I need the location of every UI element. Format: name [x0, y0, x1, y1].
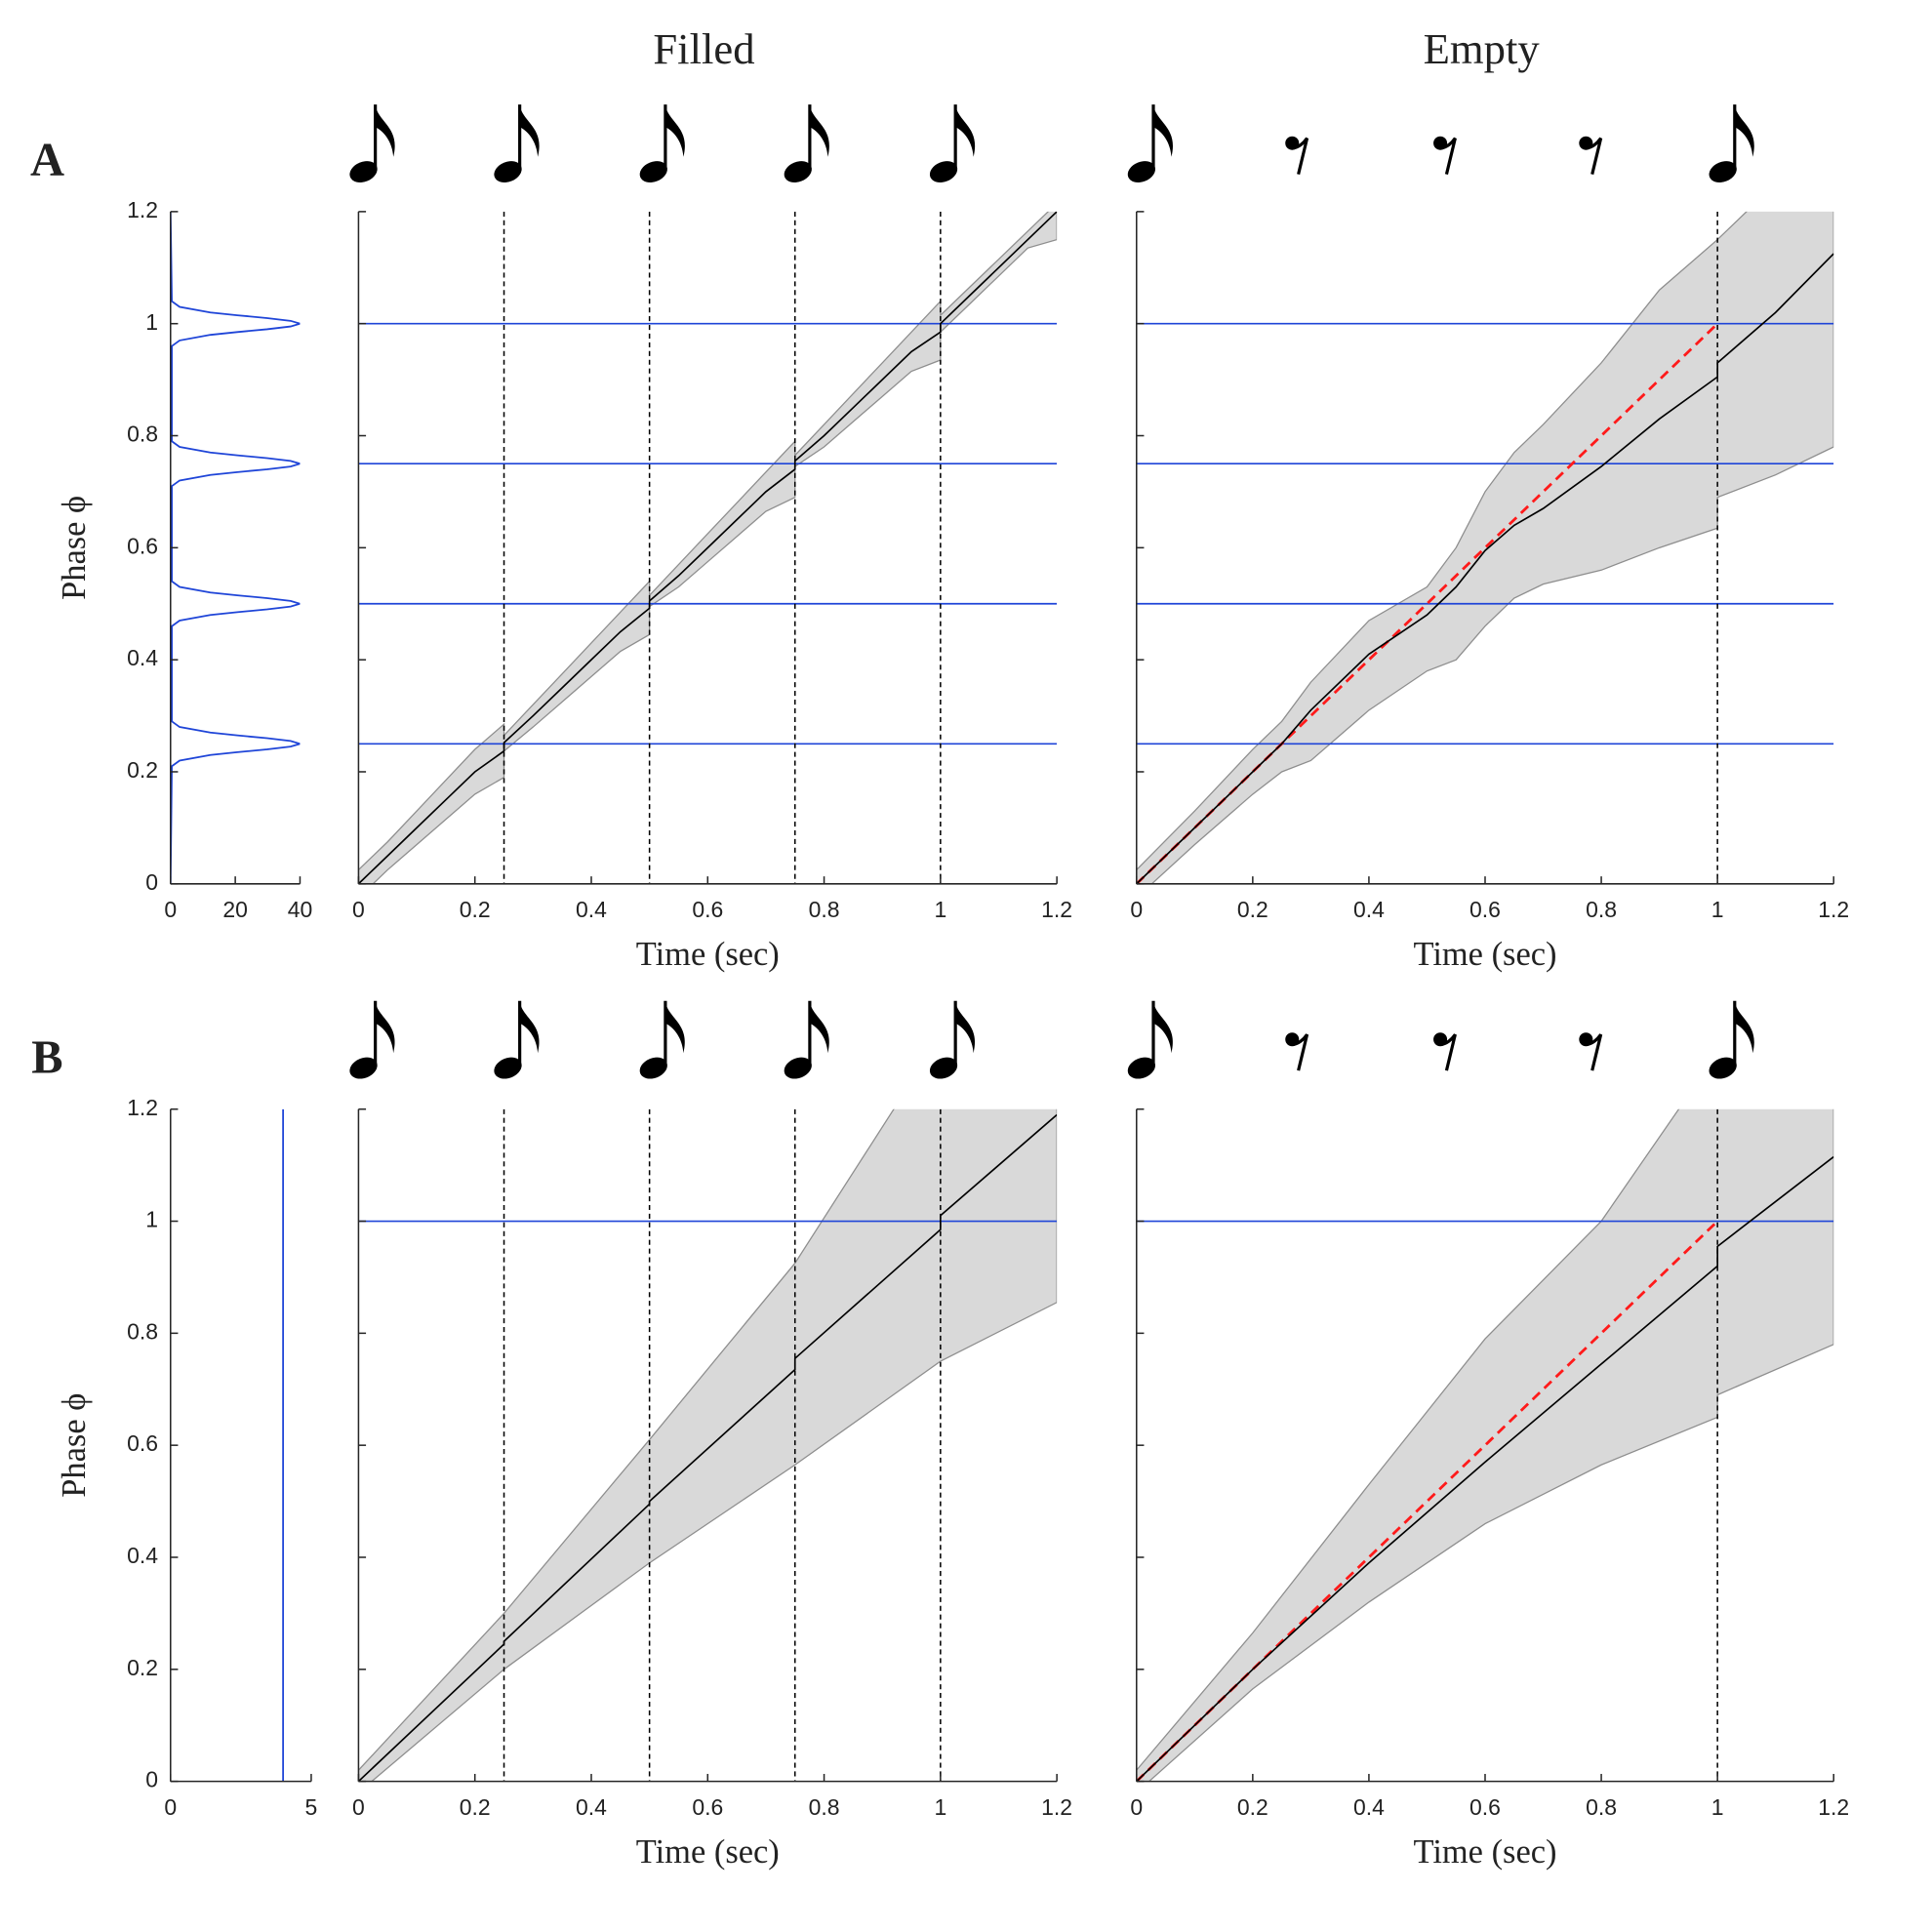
x-tick-label: 0.4 [1353, 897, 1385, 922]
chart: 0 0.2 0.4 0.6 0.8 1 1.2 Time (sec) [352, 1107, 1072, 1871]
note-icon [489, 999, 542, 1085]
y-tick-label: 0.8 [127, 422, 158, 447]
x-tick-label: 0.4 [576, 897, 607, 922]
y-tick-label: 1 [145, 309, 158, 335]
x-tick-label: 0.2 [460, 897, 491, 922]
note-icon [1122, 102, 1175, 188]
y-tick-label: 0.2 [127, 1655, 158, 1680]
spread-band [358, 211, 1058, 884]
note-icon [925, 102, 977, 188]
x-tick-label: 0.2 [1237, 1794, 1268, 1820]
mean-line [358, 1113, 1058, 1782]
plot-area [170, 211, 301, 884]
rest-icon [1577, 1030, 1603, 1072]
plot-area [358, 211, 1058, 884]
x-tick-label: 1.2 [1041, 1794, 1072, 1820]
rest-icon [1283, 1030, 1309, 1072]
column-title: Empty [1424, 24, 1541, 73]
x-tick-label: 20 [222, 897, 248, 922]
x-tick-label: 0.6 [692, 1794, 723, 1820]
x-tick-label: 40 [288, 897, 313, 922]
x-tick-label: 1.2 [1818, 897, 1849, 922]
y-tick-label: 0.2 [127, 757, 158, 783]
y-tick-label: 1 [145, 1207, 158, 1232]
note-icon [634, 999, 687, 1085]
x-tick-label: 1 [1711, 1794, 1724, 1820]
x-axis-label: Time (sec) [1414, 936, 1557, 973]
rest-icon [1431, 1030, 1457, 1072]
x-tick-label: 0.4 [1353, 1794, 1385, 1820]
density-line [170, 211, 301, 884]
x-axis-label: Time (sec) [1414, 1833, 1557, 1871]
panel-label: B [31, 1031, 62, 1083]
x-tick-label: 0.8 [809, 897, 840, 922]
note-icon [634, 102, 687, 188]
plot-area [1136, 211, 1834, 884]
chart: 0 0.2 0.4 0.6 0.8 1 1.2 0 5 Phase ϕ B [31, 1031, 317, 1819]
y-tick-label: 1.2 [127, 1095, 158, 1120]
spread-band [1136, 1108, 1834, 1782]
chart: 0 0.2 0.4 0.6 0.8 1 1.2 Time (sec) Empty [1130, 24, 1849, 973]
mean-line [1136, 253, 1834, 884]
mean-line [358, 211, 1058, 884]
chart: 0 0.2 0.4 0.6 0.8 1 1.2 Time (sec) Filled [352, 24, 1072, 973]
note-icon [489, 102, 542, 188]
y-tick-label: 0.6 [127, 533, 158, 558]
note-icon [925, 999, 977, 1085]
y-axis-label: Phase ϕ [56, 1393, 93, 1498]
x-axis-label: Time (sec) [636, 936, 780, 973]
x-tick-label: 0 [1130, 1794, 1143, 1820]
x-tick-label: 0 [352, 1794, 365, 1820]
spread-band [358, 1108, 1058, 1782]
x-tick-label: 0.8 [809, 1794, 840, 1820]
x-tick-label: 0.8 [1586, 897, 1617, 922]
y-tick-label: 0.4 [127, 645, 158, 670]
x-tick-label: 0.6 [1469, 897, 1501, 922]
x-tick-label: 0 [164, 897, 177, 922]
plot-area [358, 1108, 1058, 1782]
note-icon [1704, 102, 1756, 188]
x-tick-label: 0 [164, 1794, 177, 1820]
rest-icon [1283, 135, 1309, 177]
x-tick-label: 0.8 [1586, 1794, 1617, 1820]
note-icon [344, 102, 397, 188]
x-tick-label: 0.6 [1469, 1794, 1501, 1820]
note-icon [1704, 999, 1756, 1085]
note-icon [344, 999, 397, 1085]
x-tick-label: 5 [305, 1794, 318, 1820]
spread-band [1136, 211, 1834, 884]
x-tick-label: 0 [1130, 897, 1143, 922]
column-title: Filled [653, 24, 754, 73]
note-icon [1122, 999, 1175, 1085]
chart: 0 0.2 0.4 0.6 0.8 1 1.2 Time (sec) [1130, 1107, 1849, 1871]
y-tick-label: 0.8 [127, 1318, 158, 1344]
y-tick-label: 1.2 [127, 197, 158, 222]
y-tick-label: 0 [145, 1767, 158, 1792]
rest-icon [1577, 135, 1603, 177]
rest-icon [1431, 135, 1457, 177]
x-tick-label: 0.2 [460, 1794, 491, 1820]
x-tick-label: 1 [1711, 897, 1724, 922]
note-icon [779, 999, 831, 1085]
y-tick-label: 0.6 [127, 1430, 158, 1456]
x-axis-label: Time (sec) [636, 1833, 780, 1871]
y-axis-label: Phase ϕ [56, 496, 93, 600]
x-tick-label: 1 [934, 1794, 946, 1820]
x-tick-label: 0.2 [1237, 897, 1268, 922]
panel-label: A [30, 135, 64, 186]
y-tick-label: 0.4 [127, 1543, 158, 1568]
note-icon [779, 102, 831, 188]
x-tick-label: 0 [352, 897, 365, 922]
x-tick-label: 1.2 [1041, 897, 1072, 922]
plot-area [1136, 1108, 1834, 1782]
x-tick-label: 1.2 [1818, 1794, 1849, 1820]
y-tick-label: 0 [145, 869, 158, 895]
chart: 0 0.2 0.4 0.6 0.8 1 1.2 0 20 40 Phase ϕ A [30, 135, 312, 922]
x-tick-label: 0.4 [576, 1794, 607, 1820]
x-tick-label: 1 [934, 897, 946, 922]
mean-line [1136, 1155, 1834, 1782]
x-tick-label: 0.6 [692, 897, 723, 922]
